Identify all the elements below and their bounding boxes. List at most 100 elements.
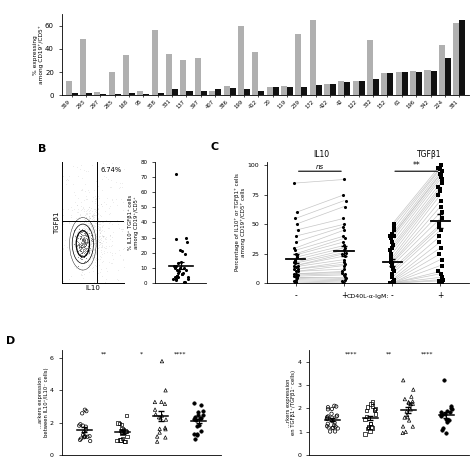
Point	[80, 235, 88, 243]
Point	[447, 404, 455, 411]
Point	[390, 227, 398, 234]
Point	[75, 245, 83, 252]
Point	[361, 416, 369, 423]
Point	[292, 278, 300, 286]
Point	[93, 223, 101, 230]
Text: **: **	[100, 352, 107, 356]
Point	[91, 258, 99, 265]
Point	[87, 218, 94, 225]
Point	[100, 172, 108, 180]
Point	[390, 279, 397, 287]
Point	[96, 229, 104, 237]
Bar	[123, 55, 129, 95]
Point	[92, 236, 100, 244]
Point	[82, 226, 89, 234]
Point	[91, 237, 99, 245]
Point	[106, 219, 114, 226]
Point	[88, 252, 95, 259]
Point	[90, 254, 98, 262]
Point	[105, 210, 112, 218]
Point	[82, 249, 90, 257]
Point	[179, 269, 186, 276]
Point	[447, 402, 455, 410]
Point	[399, 429, 407, 437]
Point	[339, 232, 347, 240]
Point	[114, 276, 122, 283]
Point	[91, 255, 99, 263]
Point	[341, 244, 349, 252]
Point	[340, 265, 347, 273]
Point	[83, 235, 91, 242]
Point	[89, 241, 97, 248]
Point	[72, 191, 79, 199]
Point	[339, 279, 346, 287]
Point	[117, 225, 125, 233]
Point	[86, 220, 93, 228]
Point	[179, 247, 186, 255]
Point	[339, 223, 346, 230]
Point	[97, 232, 104, 239]
Point	[434, 268, 442, 275]
Point	[87, 232, 95, 239]
Point	[94, 182, 101, 190]
Point	[324, 415, 331, 422]
Point	[101, 244, 109, 252]
Point	[75, 422, 83, 429]
Point	[171, 263, 178, 270]
Point	[118, 425, 126, 432]
Point	[109, 233, 116, 241]
Point	[292, 238, 300, 246]
Point	[83, 247, 91, 255]
Point	[388, 250, 395, 257]
X-axis label: IL10: IL10	[85, 284, 100, 291]
Point	[162, 434, 169, 441]
Point	[91, 239, 98, 247]
Bar	[158, 93, 164, 95]
Bar	[72, 93, 78, 95]
Point	[92, 254, 100, 262]
Point	[341, 203, 349, 210]
Point	[80, 245, 87, 252]
Point	[89, 228, 96, 236]
Point	[93, 247, 101, 255]
Point	[96, 226, 103, 234]
Point	[85, 203, 92, 210]
Point	[91, 254, 98, 261]
Point	[78, 228, 86, 236]
Point	[78, 230, 86, 237]
Point	[115, 224, 123, 232]
Point	[83, 232, 91, 240]
Point	[83, 237, 91, 245]
Point	[76, 210, 84, 218]
Point	[388, 238, 396, 246]
Point	[77, 251, 84, 259]
Point	[341, 279, 348, 287]
Point	[75, 251, 82, 258]
Point	[439, 424, 447, 431]
Point	[339, 238, 347, 246]
Point	[80, 229, 88, 237]
Point	[89, 239, 97, 247]
Point	[94, 215, 101, 222]
Point	[109, 220, 116, 228]
Point	[88, 228, 96, 235]
Point	[77, 235, 84, 242]
Point	[323, 413, 331, 421]
Point	[89, 267, 96, 275]
Text: B: B	[38, 144, 46, 154]
Point	[93, 228, 100, 236]
Point	[96, 236, 104, 243]
Point	[118, 429, 126, 437]
Point	[81, 258, 88, 266]
Point	[92, 249, 100, 256]
Point	[328, 414, 336, 421]
Bar	[80, 38, 86, 95]
Point	[85, 225, 92, 233]
Point	[87, 229, 95, 237]
Point	[95, 223, 102, 230]
Bar	[281, 86, 287, 95]
Point	[84, 237, 92, 245]
Point	[74, 253, 82, 261]
Point	[83, 433, 91, 440]
Point	[81, 221, 89, 228]
